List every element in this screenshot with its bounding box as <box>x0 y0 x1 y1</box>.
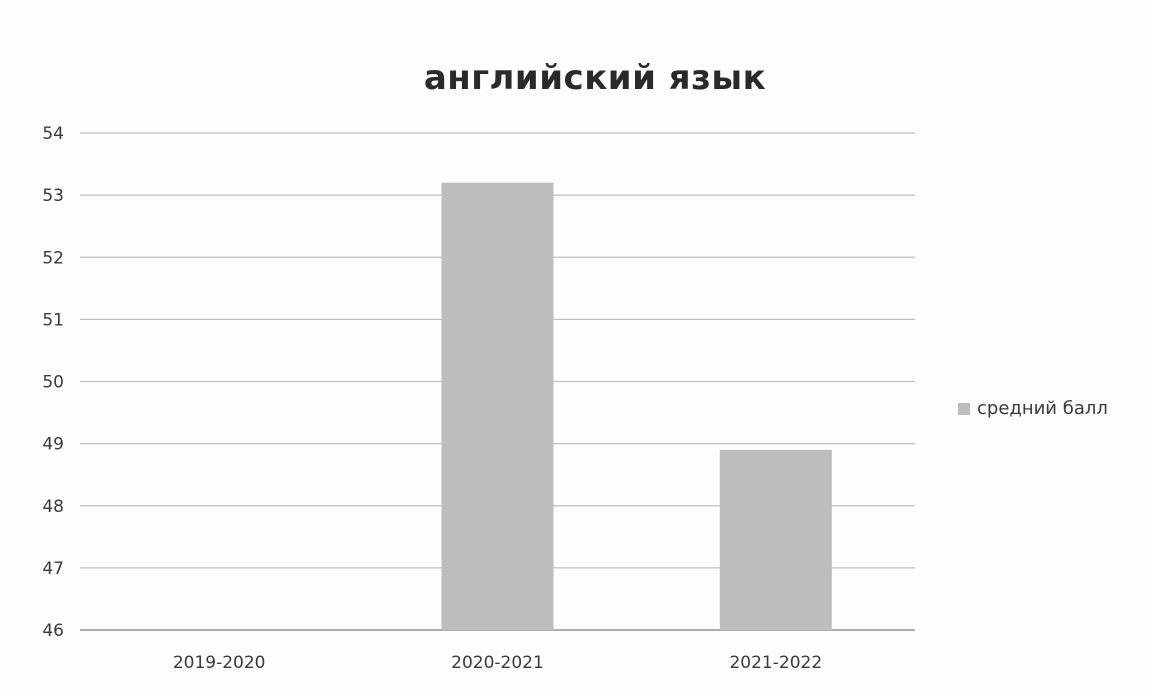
y-tick-label-46: 46 <box>42 621 64 641</box>
x-tick-label-2021-2022: 2021-2022 <box>729 653 822 673</box>
bar-2020-2021 <box>441 182 554 630</box>
x-tick-label-2019-2020: 2019-2020 <box>173 653 266 673</box>
y-tick-label-49: 49 <box>42 435 64 455</box>
bar-2021-2022 <box>719 449 832 630</box>
y-tick-label-47: 47 <box>42 559 64 579</box>
legend: средний балл <box>958 398 1108 419</box>
y-tick-label-48: 48 <box>42 497 64 517</box>
y-tick-label-51: 51 <box>42 310 64 330</box>
y-tick-label-50: 50 <box>42 373 64 393</box>
x-tick-label-2020-2021: 2020-2021 <box>451 653 544 673</box>
y-tick-label-54: 54 <box>42 124 64 144</box>
chart-title: английский язык <box>423 58 767 98</box>
legend-swatch <box>958 402 970 415</box>
y-tick-label-52: 52 <box>42 248 64 268</box>
y-tick-label-53: 53 <box>42 186 64 206</box>
legend-label: средний балл <box>977 398 1108 419</box>
